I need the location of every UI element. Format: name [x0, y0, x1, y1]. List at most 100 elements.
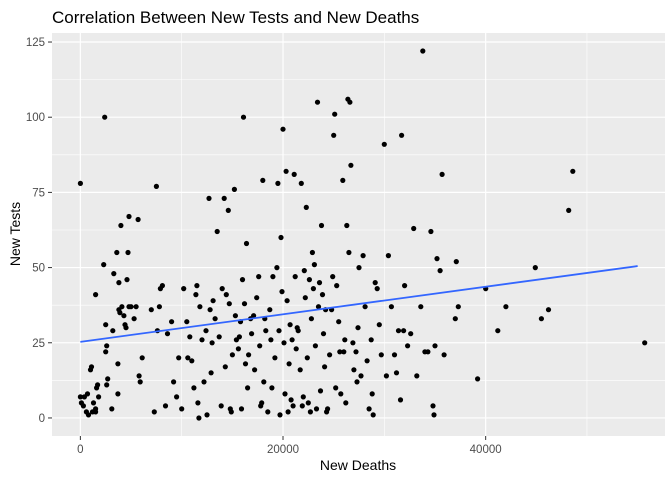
data-point [126, 213, 132, 220]
data-point [242, 361, 249, 367]
data-point [151, 409, 157, 415]
data-point [184, 319, 190, 325]
data-point [125, 249, 131, 256]
data-point [315, 304, 322, 310]
data-point [275, 180, 281, 186]
data-point [131, 316, 137, 322]
data-point [434, 256, 440, 262]
data-point [210, 298, 216, 304]
data-point [393, 370, 400, 376]
data-point [369, 391, 375, 397]
data-point [306, 277, 312, 283]
data-point [274, 265, 280, 271]
data-point [358, 373, 364, 379]
data-point [104, 382, 110, 388]
data-point [356, 265, 362, 271]
data-point [338, 391, 344, 397]
data-point [159, 283, 165, 289]
data-point [289, 337, 295, 343]
data-point [123, 325, 129, 331]
data-point [364, 358, 370, 364]
data-point [105, 376, 111, 382]
data-point [197, 304, 203, 310]
data-point [330, 274, 336, 280]
data-point [391, 352, 398, 358]
data-point [254, 295, 260, 301]
data-point [343, 400, 349, 406]
data-point [115, 361, 121, 367]
data-point [317, 388, 324, 394]
y-tick-label: 50 [32, 263, 45, 275]
data-point [411, 225, 417, 232]
data-point [260, 177, 266, 183]
data-point [137, 379, 143, 385]
data-point [381, 141, 387, 147]
data-point [93, 406, 99, 412]
data-point [362, 304, 368, 310]
data-point [95, 382, 101, 388]
data-point [282, 391, 288, 397]
data-point [251, 313, 257, 319]
data-point [270, 274, 276, 280]
x-tick-label: 20000 [267, 444, 299, 456]
data-point [279, 289, 285, 295]
data-point [344, 222, 350, 229]
data-point [425, 349, 431, 355]
data-point [243, 240, 250, 247]
data-point [102, 114, 108, 120]
data-point [290, 403, 296, 409]
data-point [119, 304, 125, 310]
data-point [346, 249, 352, 256]
data-point [181, 286, 187, 292]
trend-line-group [80, 265, 638, 343]
y-tick-label: 0 [39, 413, 45, 425]
data-point [84, 391, 91, 397]
data-point [109, 406, 115, 412]
data-point [331, 132, 337, 138]
panel-background [52, 33, 665, 436]
data-point [281, 340, 287, 346]
data-point [196, 415, 202, 421]
data-point [235, 346, 241, 352]
data-point [88, 364, 95, 370]
data-point [223, 292, 229, 298]
data-point [453, 259, 459, 265]
data-point [441, 352, 447, 358]
data-point [437, 268, 443, 274]
data-point [218, 403, 224, 409]
data-point [77, 180, 83, 186]
data-point [276, 328, 282, 334]
data-point [642, 340, 648, 346]
data-point [495, 328, 501, 334]
data-point [292, 274, 298, 280]
data-point [301, 268, 307, 274]
data-point [212, 316, 218, 322]
data-point [135, 216, 141, 223]
data-point [283, 168, 289, 174]
data-point [153, 183, 159, 189]
data-point [333, 385, 339, 391]
data-point [348, 162, 354, 168]
data-point [185, 355, 191, 361]
y-tick-label: 100 [26, 112, 45, 124]
data-point [337, 349, 343, 355]
data-point [455, 304, 461, 310]
data-point [128, 304, 134, 310]
data-point [372, 280, 378, 286]
data-point [204, 412, 210, 418]
data-point [257, 343, 263, 349]
data-point [239, 277, 246, 283]
data-point [532, 265, 538, 271]
data-point [295, 328, 301, 334]
data-point [136, 373, 142, 379]
data-point [401, 328, 407, 334]
data-point [545, 307, 552, 313]
data-point [148, 307, 154, 313]
data-point [311, 262, 317, 268]
data-point [340, 177, 346, 183]
data-point [263, 328, 269, 334]
data-point [139, 355, 145, 361]
data-point [397, 397, 404, 403]
data-point [368, 337, 374, 343]
